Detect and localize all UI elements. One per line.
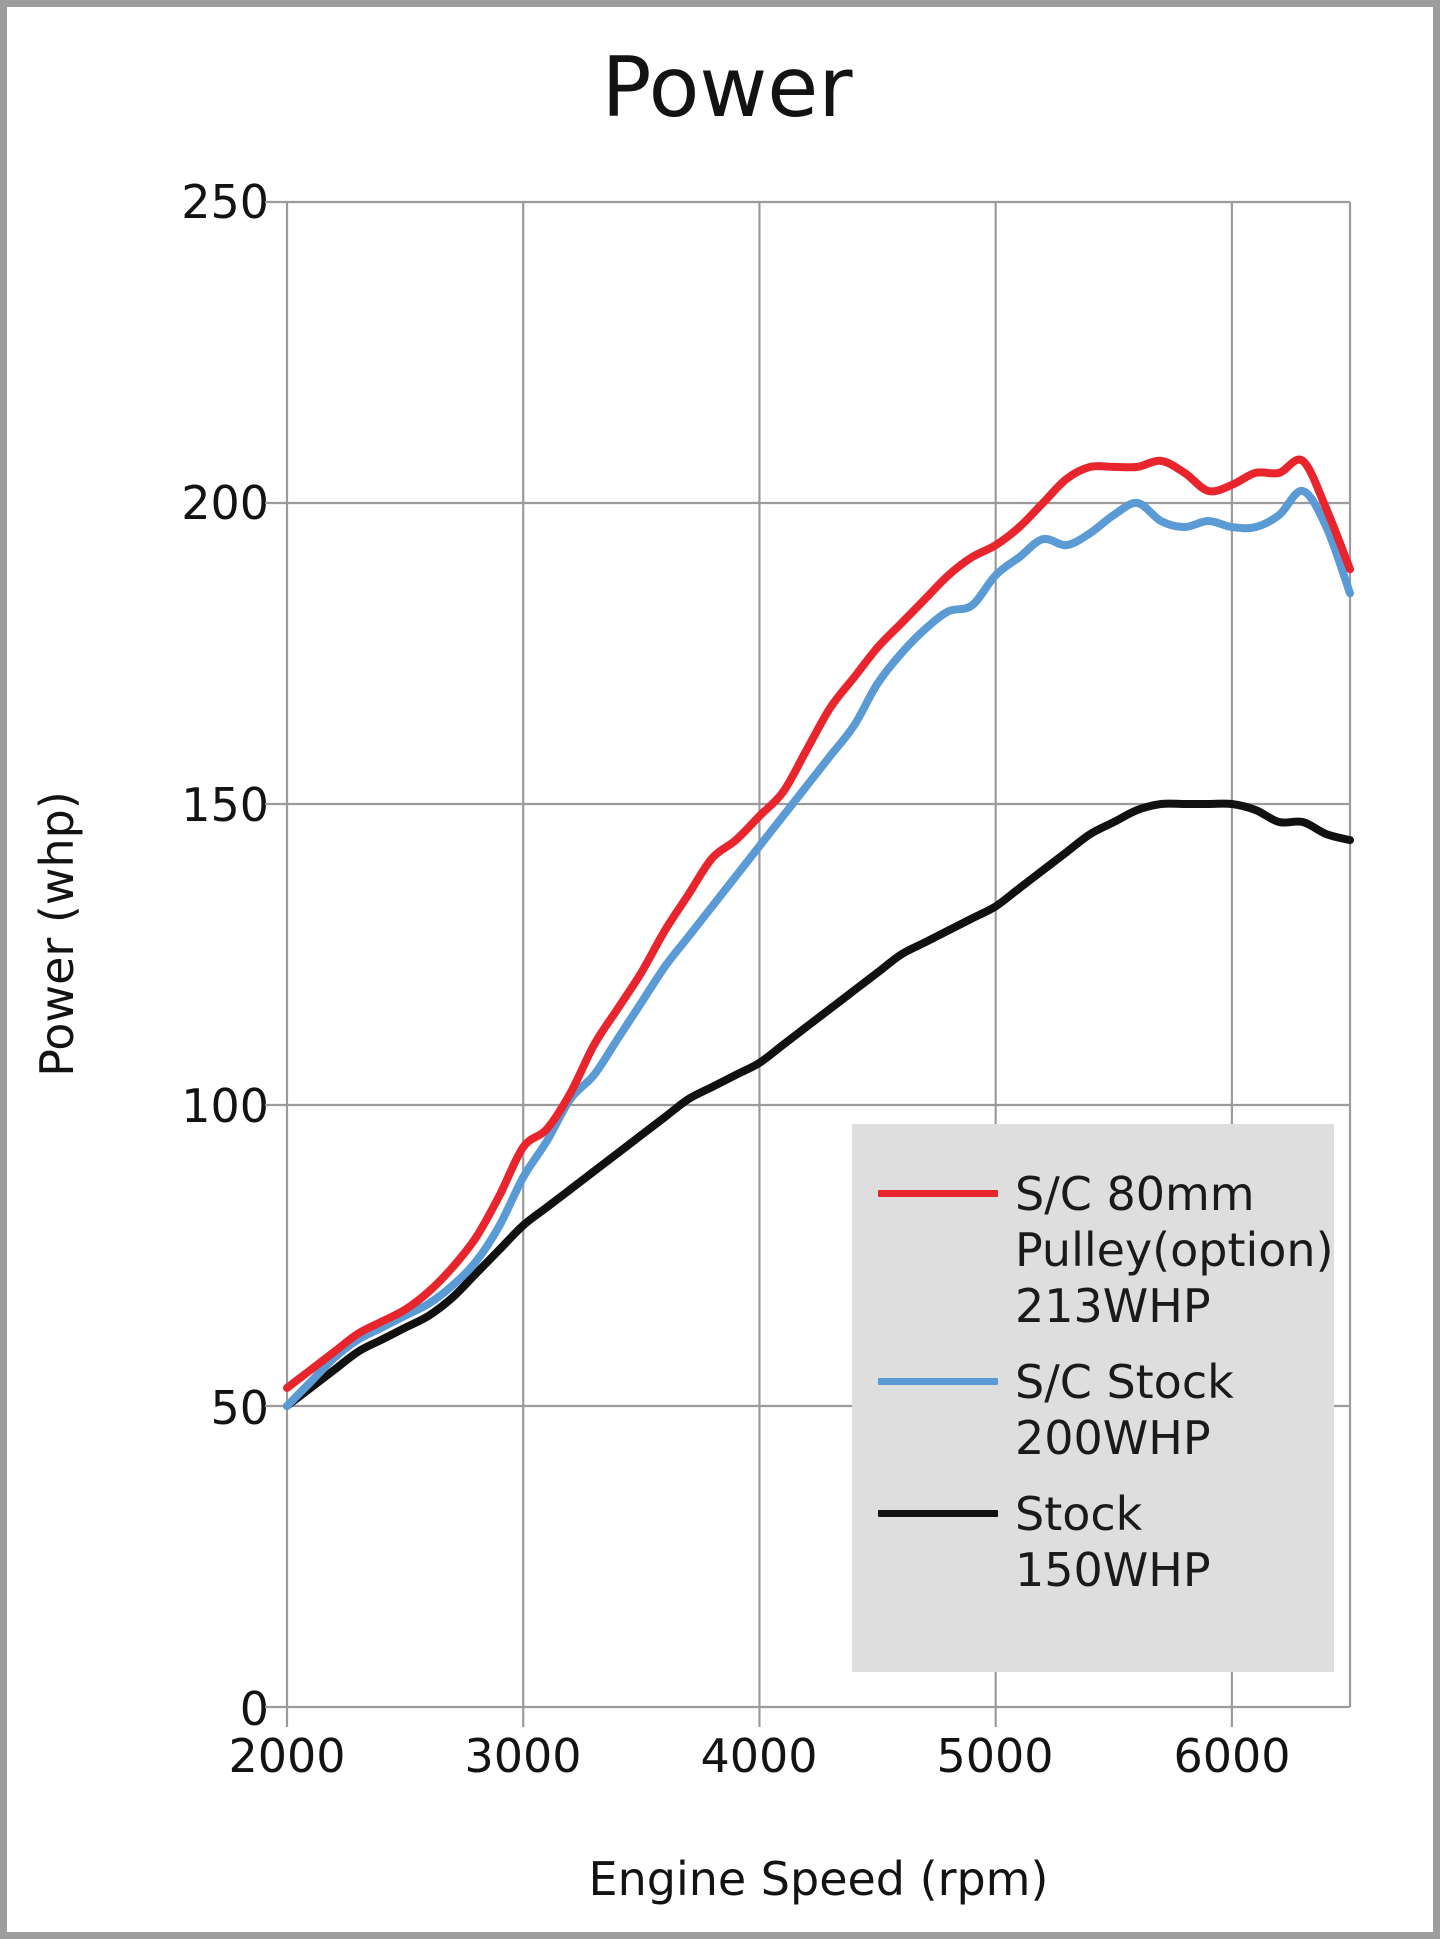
x-tick-label-6000: 6000 [1173, 1729, 1291, 1783]
x-tick-label-3000: 3000 [464, 1729, 582, 1783]
x-tick-label-4000: 4000 [700, 1729, 818, 1783]
series-line-s-c-80mm-pulley-option [283, 455, 1354, 1392]
y-tick-label-150: 150 [181, 778, 269, 832]
y-tick-label-100: 100 [181, 1079, 269, 1133]
x-tick-label-5000: 5000 [936, 1729, 1054, 1783]
legend-swatch-red [878, 1190, 998, 1197]
axis-ticks [265, 200, 1233, 1727]
y-tick-label-250: 250 [181, 175, 269, 229]
legend-label-stock: Stock 150WHP [1015, 1487, 1211, 1597]
legend-swatch-black [878, 1510, 998, 1517]
series-line-stock [283, 799, 1354, 1410]
y-tick-label-50: 50 [210, 1381, 269, 1435]
legend-swatch-blue [878, 1378, 998, 1385]
x-tick-label-2000: 2000 [228, 1729, 346, 1783]
y-tick-label-0: 0 [239, 1682, 269, 1736]
chart-legend: S/C 80mm Pulley(option) 213WHP S/C Stock… [852, 1124, 1334, 1672]
x-axis-title: Engine Speed (rpm) [588, 1852, 1049, 1906]
legend-label-sc-stock: S/C Stock 200WHP [1015, 1355, 1234, 1465]
power-dyno-chart: Power Power (whp) Engine Speed (rpm) 250… [7, 7, 1440, 1946]
legend-label-sc-80mm-pulley: S/C 80mm Pulley(option) 213WHP [1015, 1167, 1334, 1333]
chart-title: Power [601, 39, 853, 136]
y-tick-label-200: 200 [181, 476, 269, 530]
data-series-group [283, 455, 1354, 1410]
series-line-s-c-stock [283, 486, 1354, 1410]
